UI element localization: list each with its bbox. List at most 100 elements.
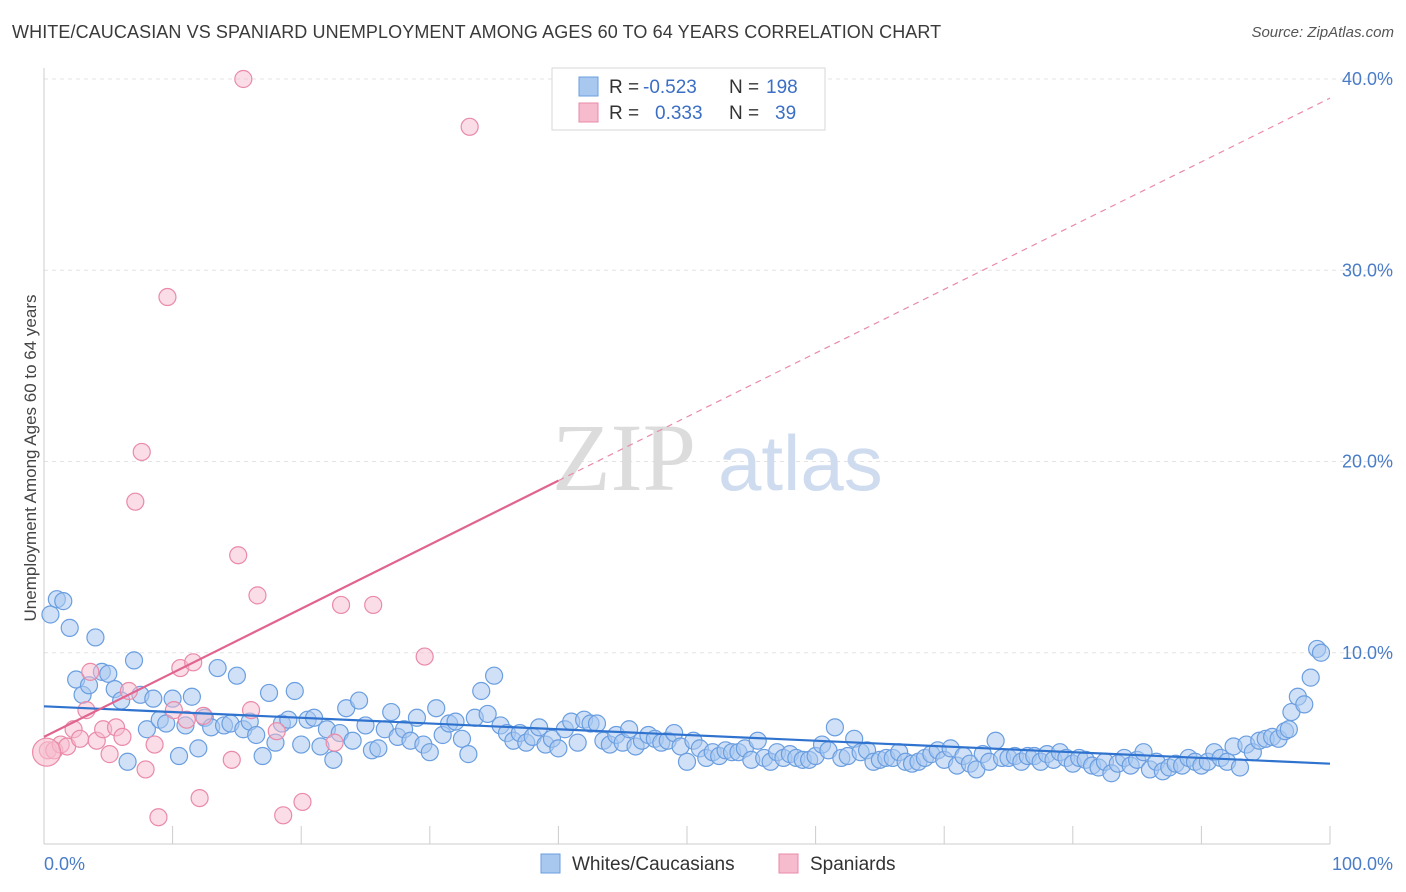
point-spaniards xyxy=(113,727,132,747)
point-spaniards xyxy=(293,792,312,812)
point-spaniards xyxy=(234,69,253,89)
point-whites xyxy=(324,750,343,769)
point-spaniards xyxy=(274,806,293,825)
point-whites xyxy=(208,658,227,678)
point-whites xyxy=(420,743,439,762)
point-whites xyxy=(182,687,201,706)
legend-swatch-blue xyxy=(578,76,599,97)
point-whites xyxy=(1230,758,1250,777)
legend-r-value-2: 0.333 xyxy=(655,103,703,124)
legend-n-value-2: 39 xyxy=(775,103,796,124)
point-whites xyxy=(1301,668,1320,687)
point-spaniards xyxy=(81,662,100,681)
legend-swatch-pink xyxy=(578,102,599,123)
point-whites xyxy=(485,666,504,685)
gridlines xyxy=(44,78,1394,654)
point-whites xyxy=(99,664,118,683)
source-label: Source: ZipAtlas.com xyxy=(1251,24,1394,41)
point-whites xyxy=(157,714,176,733)
point-spaniards xyxy=(325,733,344,752)
y-tick-label: 30.0% xyxy=(1342,260,1393,280)
point-whites xyxy=(259,683,279,703)
trend-spaniards-extension xyxy=(558,97,1331,482)
point-whites xyxy=(1311,643,1331,662)
point-spaniards xyxy=(460,117,479,136)
point-whites xyxy=(459,745,478,764)
legend-r-value-1: -0.523 xyxy=(643,77,697,98)
point-spaniards xyxy=(364,595,383,615)
point-spaniards xyxy=(164,701,183,720)
point-whites xyxy=(292,735,311,754)
legend-n-label-2: N = xyxy=(729,103,759,124)
point-whites xyxy=(1295,695,1314,714)
point-spaniards xyxy=(331,595,351,615)
point-spaniards xyxy=(158,287,177,307)
point-whites xyxy=(986,731,1005,750)
y-tick-label: 40.0% xyxy=(1342,69,1393,89)
watermark-zip: ZIP xyxy=(552,404,696,511)
point-whites xyxy=(568,733,587,752)
point-whites xyxy=(60,618,79,637)
point-whites xyxy=(369,739,388,758)
trend-lines xyxy=(43,97,1331,765)
point-whites xyxy=(349,691,369,710)
point-spaniards xyxy=(248,586,267,605)
y-tick-label: 20.0% xyxy=(1342,452,1393,472)
trend-spaniards xyxy=(43,479,559,738)
point-whites xyxy=(189,739,208,758)
x-tick-label-max: 100.0% xyxy=(1332,854,1393,874)
watermark: ZIP atlas xyxy=(552,404,883,511)
point-whites xyxy=(285,681,304,701)
point-spaniards xyxy=(126,492,145,511)
point-whites xyxy=(472,681,491,701)
point-whites xyxy=(748,731,767,750)
series-legend-swatch-whites xyxy=(540,853,561,874)
point-spaniards xyxy=(136,760,155,779)
point-whites xyxy=(86,628,105,647)
point-spaniards xyxy=(222,750,241,769)
series-legend-label-spaniards: Spaniards xyxy=(810,854,896,875)
series-whites-points xyxy=(41,590,1331,783)
point-spaniards-large xyxy=(31,737,62,767)
stats-legend: R = -0.523 N = 198 R = 0.333 N = 39 xyxy=(551,67,826,131)
series-legend-swatch-spaniards xyxy=(778,853,799,874)
point-whites xyxy=(1279,720,1298,739)
legend-n-label-1: N = xyxy=(729,77,759,98)
y-tick-label: 10.0% xyxy=(1342,643,1393,663)
point-whites xyxy=(124,651,144,670)
point-whites xyxy=(54,592,73,611)
point-whites xyxy=(549,739,568,758)
legend-r-label-2: R = xyxy=(609,103,639,124)
point-whites xyxy=(452,729,472,748)
point-whites xyxy=(41,605,60,624)
point-whites xyxy=(253,746,272,766)
point-whites xyxy=(137,720,156,739)
point-spaniards xyxy=(145,735,164,754)
legend-r-label-1: R = xyxy=(609,77,639,98)
point-whites xyxy=(169,746,189,766)
point-whites xyxy=(279,710,298,729)
x-tick-label-min: 0.0% xyxy=(44,854,85,874)
point-spaniards xyxy=(229,546,248,565)
point-spaniards xyxy=(190,788,209,808)
point-whites xyxy=(343,731,362,750)
point-spaniards xyxy=(149,808,168,827)
trend-whites xyxy=(43,705,1331,765)
point-whites xyxy=(247,725,266,745)
point-whites xyxy=(446,712,465,731)
point-spaniards xyxy=(267,722,286,741)
point-whites xyxy=(382,702,401,722)
point-whites xyxy=(227,666,246,685)
legend-n-value-1: 198 xyxy=(766,77,798,98)
tick-labels: 10.0% 20.0% 30.0% 40.0% 0.0% 100.0% xyxy=(44,69,1393,874)
point-spaniards xyxy=(194,706,213,725)
point-whites xyxy=(677,752,697,771)
point-whites xyxy=(825,718,844,737)
point-whites xyxy=(118,752,137,771)
y-axis-label: Unemployment Among Ages 60 to 64 years xyxy=(21,295,40,622)
point-whites xyxy=(587,714,607,733)
watermark-atlas: atlas xyxy=(718,419,883,507)
point-spaniards xyxy=(132,442,151,462)
point-whites xyxy=(427,699,446,718)
